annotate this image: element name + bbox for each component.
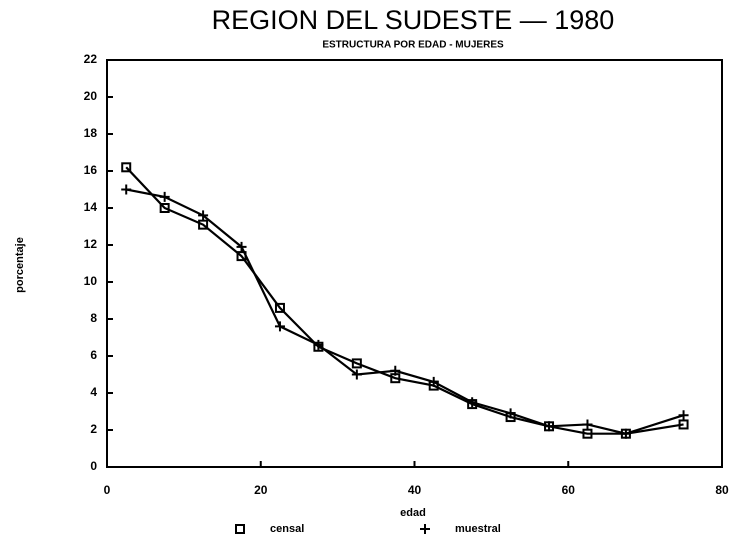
- chart-title: REGION DEL SUDESTE — 1980: [212, 5, 615, 35]
- data-point: [390, 365, 401, 376]
- data-point: [236, 241, 247, 252]
- data-point: [428, 376, 439, 387]
- data-point: [274, 302, 285, 313]
- y-tick-label: 0: [90, 459, 97, 473]
- chart-subtitle: ESTRUCTURA POR EDAD - MUJERES: [322, 40, 504, 51]
- y-tick-label: 12: [84, 237, 98, 251]
- y-axis-label: porcentaje: [14, 237, 26, 293]
- data-point: [121, 162, 132, 173]
- data-point: [582, 419, 593, 430]
- y-tick-label: 6: [90, 348, 97, 362]
- data-point: [505, 408, 516, 419]
- data-point: [620, 428, 631, 439]
- y-tick-label: 18: [84, 126, 98, 140]
- data-point: [159, 191, 170, 202]
- data-point: [544, 421, 555, 432]
- x-tick-label: 80: [715, 483, 729, 497]
- x-axis-label: edad: [400, 507, 426, 519]
- data-point: [678, 410, 689, 421]
- legend-marker: [420, 524, 430, 534]
- legend-marker: [235, 524, 245, 534]
- data-point: [198, 219, 209, 230]
- plot-frame: [106, 59, 723, 468]
- y-tick-label: 16: [84, 163, 98, 177]
- x-tick-label: 0: [104, 483, 111, 497]
- y-tick-label: 4: [90, 385, 97, 399]
- legend-label: censal: [270, 523, 304, 535]
- y-tick-label: 8: [90, 311, 97, 325]
- data-point: [351, 358, 362, 369]
- series-line: [125, 166, 684, 435]
- data-point: [678, 419, 689, 430]
- data-point: [159, 203, 170, 213]
- y-tick-label: 2: [90, 422, 97, 436]
- y-tick-label: 20: [84, 89, 98, 103]
- data-point: [467, 397, 478, 408]
- x-tick-label: 60: [562, 483, 576, 497]
- x-tick-label: 20: [254, 483, 268, 497]
- data-point: [121, 184, 132, 195]
- data-point: [582, 428, 593, 439]
- y-tick-label: 14: [84, 200, 98, 214]
- legend-label: muestral: [455, 523, 501, 535]
- y-tick-label: 10: [84, 274, 98, 288]
- data-point: [274, 321, 285, 332]
- x-tick-label: 40: [408, 483, 422, 497]
- data-point: [351, 369, 362, 380]
- data-point: [313, 339, 324, 350]
- series-line: [126, 188, 684, 435]
- y-tick-label: 22: [84, 52, 98, 66]
- data-point: [198, 210, 209, 221]
